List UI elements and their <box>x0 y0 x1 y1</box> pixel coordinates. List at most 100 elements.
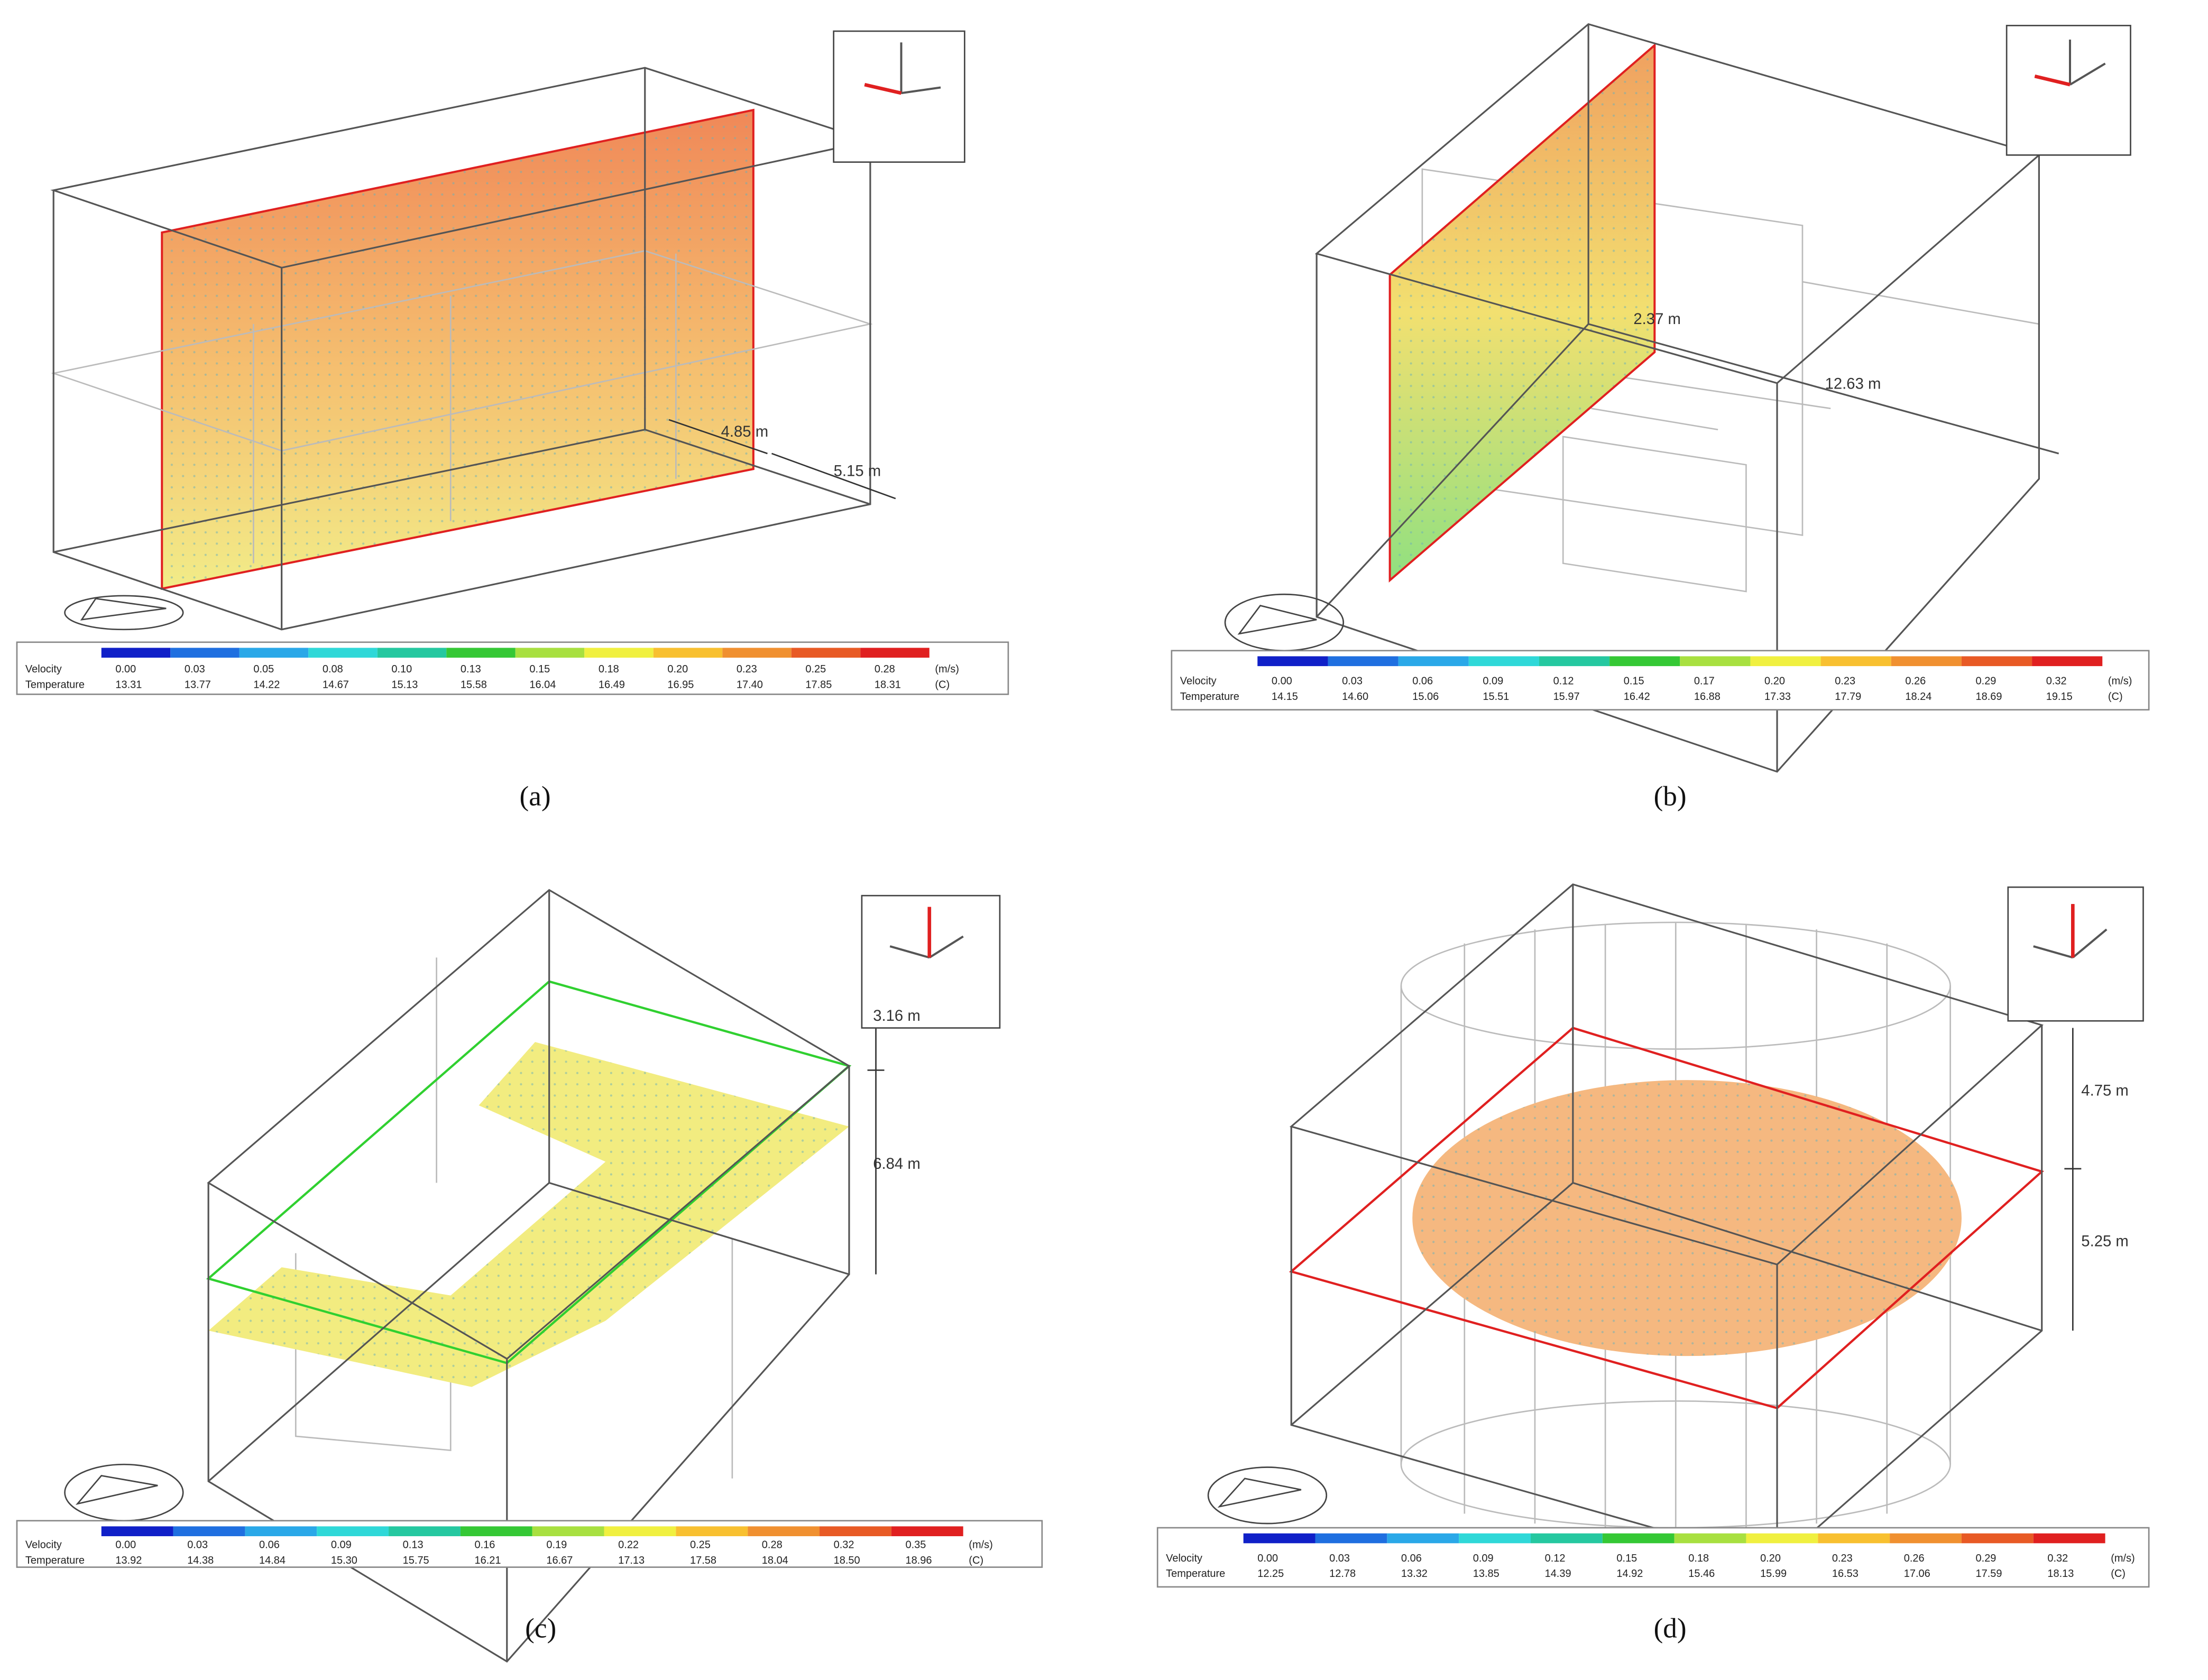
dimension-label: 2.37 m <box>1633 310 1681 328</box>
velocity-value: 0.20 <box>1764 676 1785 687</box>
dimension-label: 4.75 m <box>2081 1082 2129 1099</box>
panel-label: (b) <box>1654 781 1687 812</box>
velocity-value: 0.19 <box>546 1539 567 1551</box>
temperature-value: 14.15 <box>1272 691 1298 703</box>
unit: (m/s) <box>2108 676 2132 687</box>
velocity-value: 0.29 <box>1976 1553 1997 1564</box>
velocity-value: 0.13 <box>461 663 481 675</box>
dimension-label: 12.63 m <box>1825 375 1881 392</box>
velocity-value: 0.00 <box>115 663 136 675</box>
panel-label: (a) <box>519 781 550 812</box>
color-swatch <box>1961 656 2032 667</box>
legend-label: Velocity <box>1166 1553 1202 1564</box>
panel-c-geometry <box>64 889 1001 1663</box>
legend-label: Temperature <box>25 1555 85 1566</box>
temperature-value: 14.60 <box>1342 691 1368 703</box>
velocity-value: 0.32 <box>834 1539 854 1551</box>
dimension-label: 3.16 m <box>873 1007 921 1024</box>
velocity-value: 0.16 <box>475 1539 495 1551</box>
temperature-value: 17.13 <box>618 1555 645 1566</box>
temperature-value: 15.97 <box>1553 691 1580 703</box>
color-swatch <box>1674 1533 1746 1544</box>
color-swatch <box>101 1526 173 1536</box>
velocity-value: 0.09 <box>1483 676 1503 687</box>
color-swatch <box>1328 656 1399 667</box>
temperature-value: 13.32 <box>1401 1568 1428 1580</box>
temperature-value: 16.21 <box>475 1555 501 1566</box>
temperature-value: 19.15 <box>2046 691 2073 703</box>
velocity-value: 0.17 <box>1694 676 1715 687</box>
velocity-value: 0.06 <box>1412 676 1433 687</box>
color-swatch <box>1459 1533 1531 1544</box>
temperature-value: 16.95 <box>667 679 694 690</box>
temperature-value: 15.75 <box>403 1555 429 1566</box>
velocity-value: 0.26 <box>1905 676 1926 687</box>
velocity-value: 0.28 <box>875 663 895 675</box>
temperature-value: 15.99 <box>1760 1568 1787 1580</box>
velocity-value: 0.18 <box>599 663 619 675</box>
color-swatch <box>1746 1533 1818 1544</box>
color-swatch <box>891 1526 963 1536</box>
color-swatch <box>1750 656 1821 667</box>
legend-label: Velocity <box>25 1539 62 1551</box>
temperature-value: 18.69 <box>1976 691 2002 703</box>
temperature-value: 14.22 <box>253 679 280 690</box>
color-swatch <box>1609 656 1680 667</box>
dimension-label: 5.15 m <box>834 463 881 480</box>
velocity-value: 0.03 <box>1342 676 1363 687</box>
dimension-label: 4.85 m <box>721 423 769 440</box>
velocity-value: 0.05 <box>253 663 274 675</box>
temperature-value: 18.13 <box>2047 1568 2074 1580</box>
velocity-value: 0.06 <box>259 1539 280 1551</box>
color-swatch <box>308 648 378 658</box>
dimension-label: 6.84 m <box>873 1155 921 1173</box>
legend-label: Temperature <box>1180 691 1239 703</box>
temperature-value: 14.38 <box>187 1555 214 1566</box>
color-swatch <box>515 648 585 658</box>
temperature-value: 12.78 <box>1329 1568 1356 1580</box>
color-swatch <box>860 648 930 658</box>
unit: (C) <box>2108 691 2123 703</box>
legend-label: Temperature <box>1166 1568 1225 1580</box>
color-swatch <box>1243 1533 1315 1544</box>
velocity-value: 0.32 <box>2046 676 2067 687</box>
temperature-value: 16.49 <box>599 679 625 690</box>
temperature-value: 17.59 <box>1976 1568 2002 1580</box>
panel-label: (c) <box>525 1613 556 1644</box>
velocity-value: 0.23 <box>1832 1553 1853 1564</box>
temperature-value: 15.58 <box>461 679 487 690</box>
color-swatch <box>1387 1533 1459 1544</box>
color-swatch <box>317 1526 389 1536</box>
color-swatch <box>460 1526 532 1536</box>
velocity-value: 0.23 <box>1835 676 1855 687</box>
temperature-value: 17.06 <box>1904 1568 1930 1580</box>
unit: (C) <box>2111 1568 2126 1580</box>
legend-label: Temperature <box>25 679 85 690</box>
temperature-value: 15.13 <box>391 679 418 690</box>
color-swatch <box>1891 656 1962 667</box>
temperature-value: 17.40 <box>737 679 763 690</box>
color-swatch <box>446 648 516 658</box>
color-swatch <box>1315 1533 1387 1544</box>
temperature-value: 15.51 <box>1483 691 1509 703</box>
color-swatch <box>2032 656 2103 667</box>
velocity-value: 0.26 <box>1904 1553 1925 1564</box>
temperature-value: 16.67 <box>546 1555 573 1566</box>
unit: (m/s) <box>969 1539 992 1551</box>
panel-b-geometry <box>1224 23 2131 773</box>
temperature-value: 15.30 <box>331 1555 357 1566</box>
temperature-value: 13.92 <box>115 1555 142 1566</box>
velocity-value: 0.00 <box>1257 1553 1278 1564</box>
temperature-value: 16.53 <box>1832 1568 1859 1580</box>
temperature-value: 16.88 <box>1694 691 1721 703</box>
temperature-value: 15.06 <box>1412 691 1439 703</box>
temperature-value: 17.33 <box>1764 691 1791 703</box>
velocity-value: 0.06 <box>1401 1553 1422 1564</box>
color-swatch <box>173 1526 245 1536</box>
velocity-value: 0.22 <box>618 1539 639 1551</box>
temperature-value: 18.50 <box>834 1555 860 1566</box>
color-swatch <box>1468 656 1539 667</box>
color-swatch <box>389 1526 461 1536</box>
color-swatch <box>377 648 447 658</box>
